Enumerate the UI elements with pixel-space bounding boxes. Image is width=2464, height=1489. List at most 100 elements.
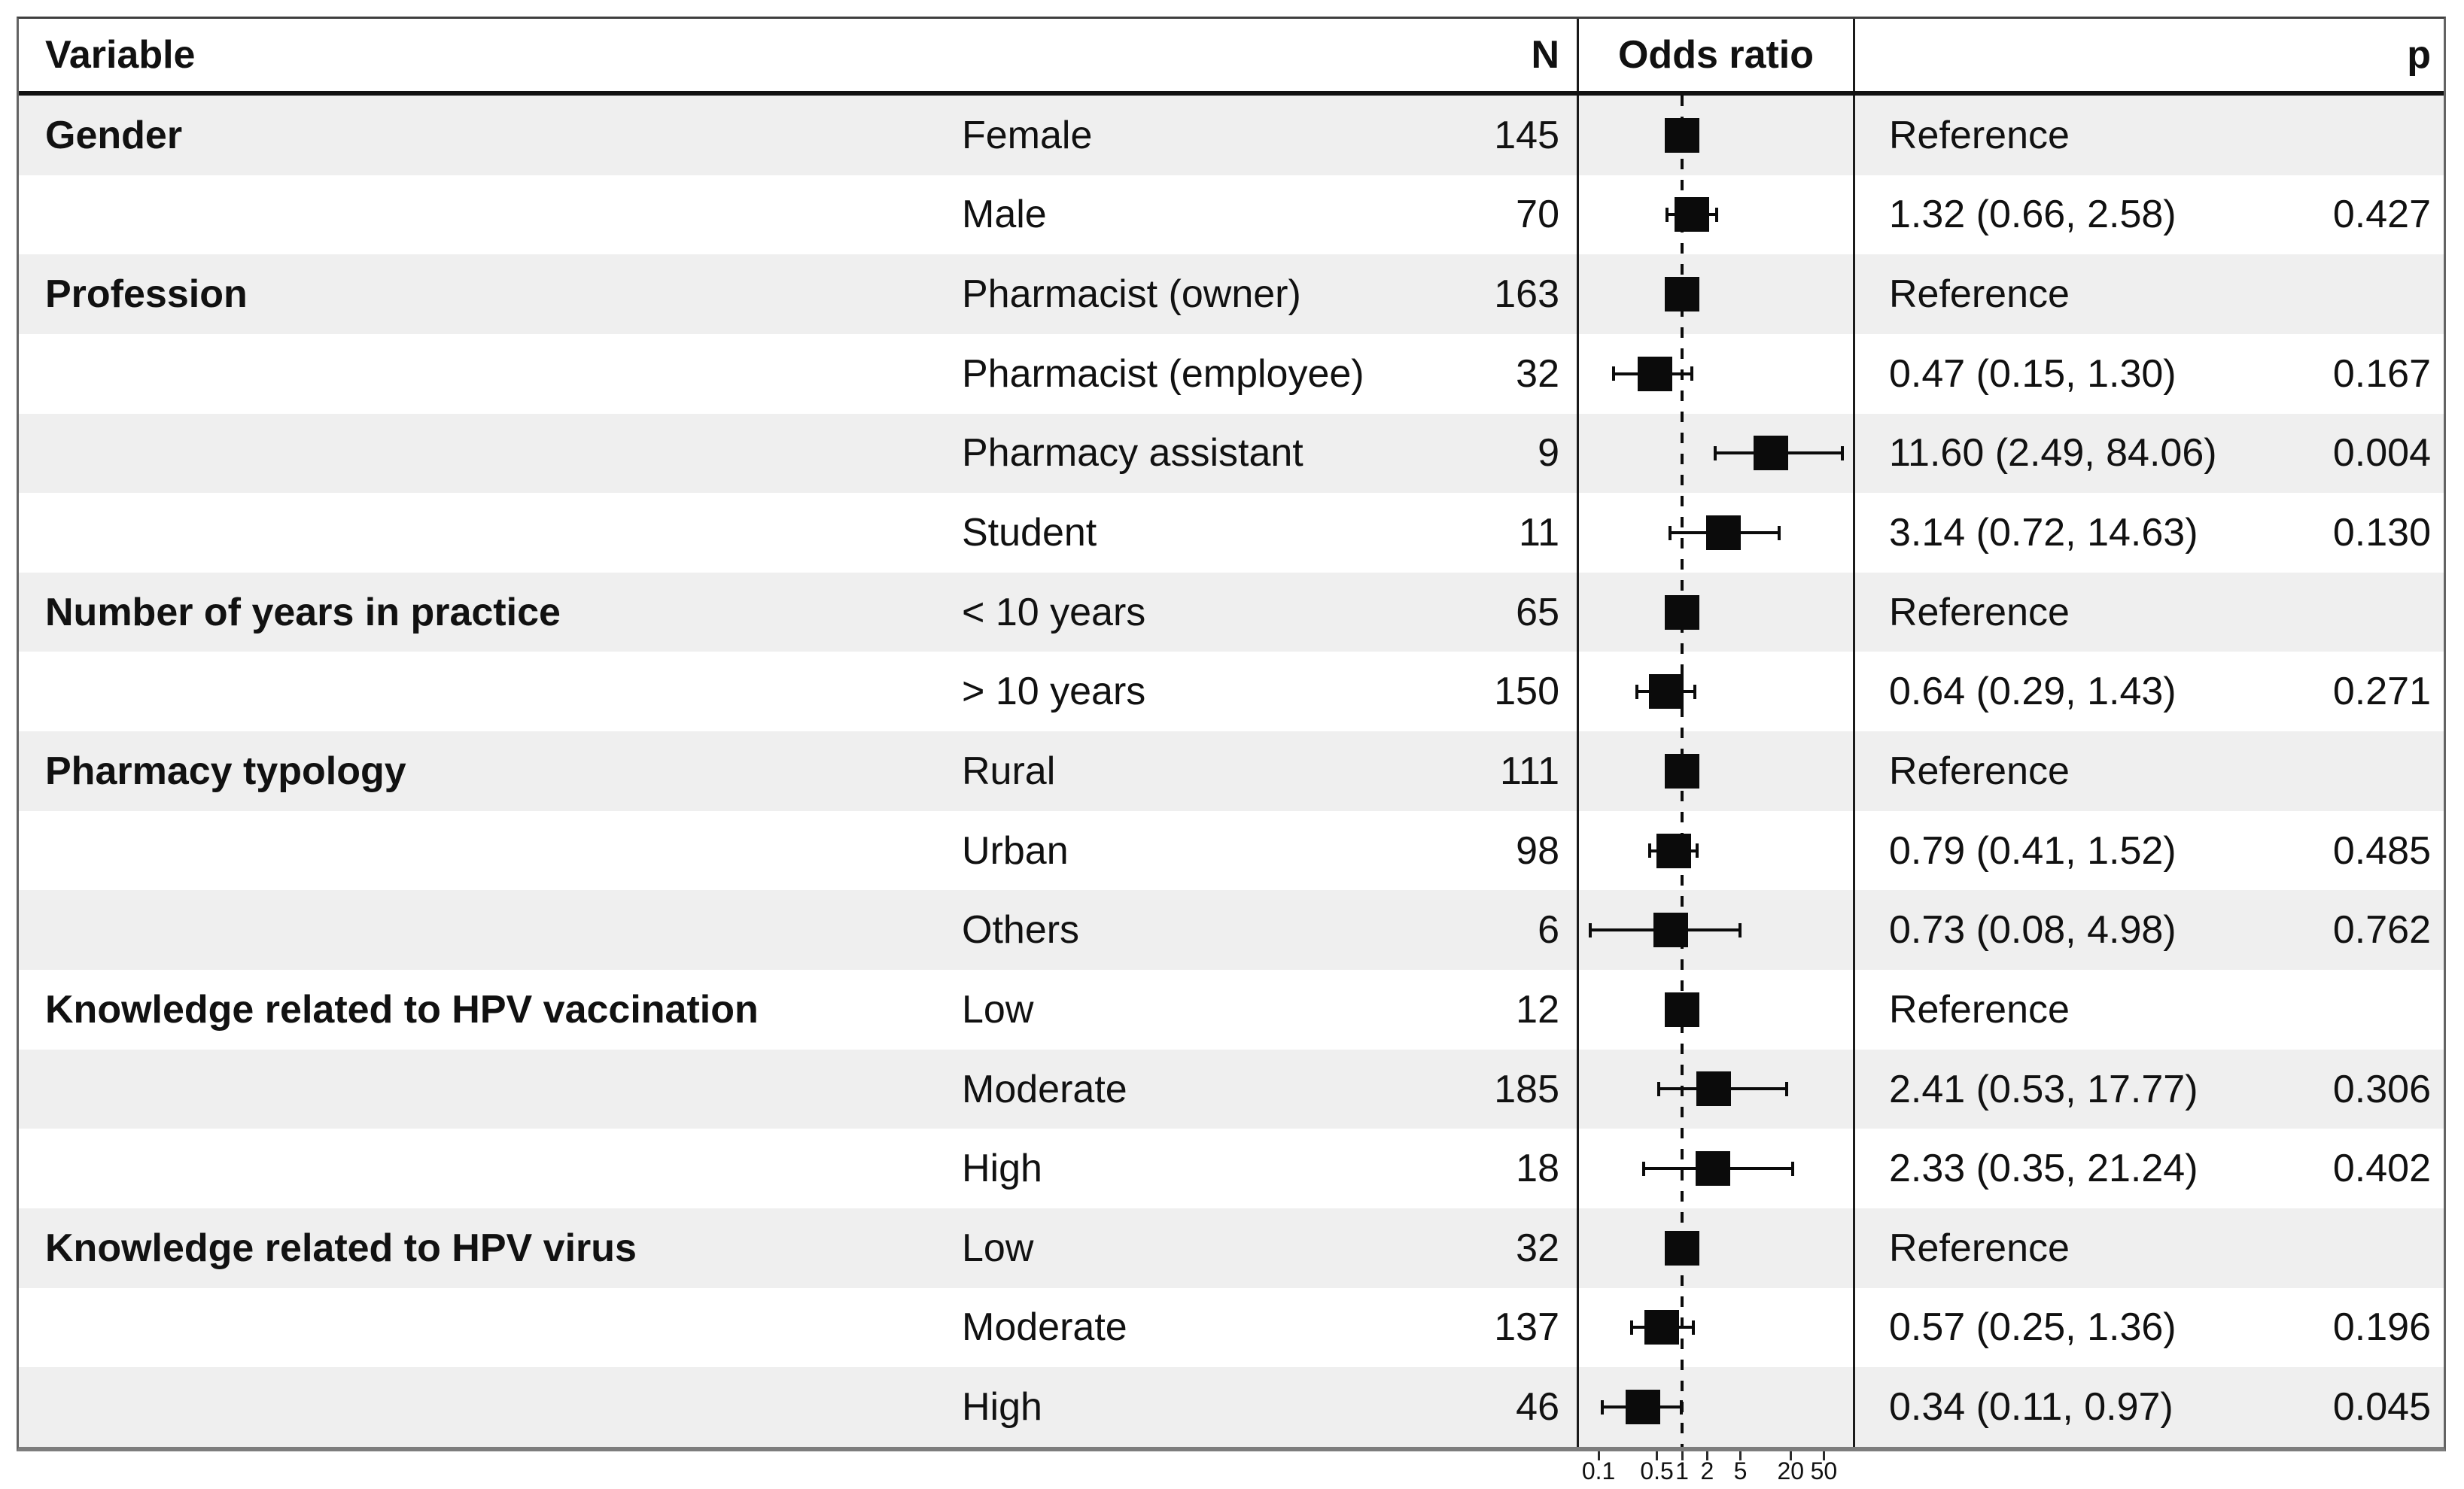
table-row: Others 6 0.73 (0.08, 4.98) 0.762: [19, 890, 2444, 971]
cell-estimate: 0.34 (0.11, 0.97): [1889, 1385, 2173, 1430]
ci-cap-left: [1669, 525, 1672, 540]
cell-or-plot: [1577, 493, 1855, 573]
axis-tick-label: 1: [1675, 1457, 1689, 1484]
cell-n: 65: [1516, 590, 1559, 634]
table-row: Urban 98 0.79 (0.41, 1.52) 0.485: [19, 810, 2444, 891]
cell-n: 46: [1516, 1385, 1559, 1430]
cell-n: 6: [1538, 908, 1559, 953]
cell-variable: Gender: [45, 113, 183, 157]
cell-or-plot: [1577, 890, 1855, 971]
ci-cap-right: [1841, 445, 1845, 460]
cell-estimate: Reference: [1889, 749, 2070, 793]
table-row: > 10 years 150 0.64 (0.29, 1.43) 0.271: [19, 652, 2444, 732]
cell-p-value: 0.271: [2332, 670, 2431, 714]
cell-n: 98: [1516, 828, 1559, 873]
cell-variable: Knowledge related to HPV virus: [45, 1226, 637, 1270]
cell-n: 32: [1516, 1226, 1559, 1270]
cell-n: 150: [1494, 670, 1559, 714]
table-row: High 18 2.33 (0.35, 21.24) 0.402: [19, 1129, 2444, 1208]
cell-variable: [45, 1367, 933, 1447]
ci-cap-right: [1778, 525, 1781, 540]
axis-tick-label: 0.5: [1640, 1457, 1674, 1484]
cell-or-plot: [1577, 970, 1855, 1050]
cell-level: Others: [962, 908, 1080, 953]
cell-level: Female: [962, 113, 1093, 157]
cell-estimate: 2.33 (0.35, 21.24): [1889, 1147, 2198, 1191]
or-square-marker: [1626, 1390, 1661, 1425]
axis-tick: [1597, 1451, 1600, 1460]
table-row: High 46 0.34 (0.11, 0.97) 0.045: [19, 1367, 2444, 1447]
col-header-p: p: [2407, 33, 2431, 77]
cell-or-plot: [1577, 96, 1855, 175]
cell-p-value: 0.167: [2332, 351, 2431, 396]
cell-variable: [45, 1129, 933, 1208]
cell-n: 70: [1516, 193, 1559, 237]
cell-n: 11: [1519, 511, 1559, 555]
cell-or-plot: [1577, 810, 1855, 891]
cell-variable: Number of years in practice: [45, 590, 561, 634]
cell-p-value: 0.306: [2332, 1067, 2431, 1111]
ci-cap-left: [1648, 843, 1652, 858]
ci-cap-left: [1611, 366, 1615, 381]
or-square-marker: [1656, 833, 1691, 868]
cell-estimate: 3.14 (0.72, 14.63): [1889, 511, 2198, 555]
table-row: Moderate 137 0.57 (0.25, 1.36) 0.196: [19, 1287, 2444, 1368]
cell-estimate: 0.47 (0.15, 1.30): [1889, 351, 2177, 396]
cell-estimate: Reference: [1889, 1226, 2070, 1270]
cell-variable: [45, 890, 933, 970]
cell-level: Low: [962, 1226, 1034, 1270]
cell-n: 9: [1538, 431, 1559, 476]
cell-n: 111: [1499, 749, 1559, 793]
table-body: Gender Female 145 Reference Male 70 1.32 (0.66…: [19, 96, 2444, 1447]
or-square-marker: [1653, 913, 1688, 948]
cell-or-plot: [1577, 1129, 1855, 1208]
or-square-marker: [1695, 1151, 1730, 1187]
or-square-marker: [1706, 515, 1742, 550]
cell-n: 137: [1494, 1305, 1559, 1350]
axis-tick: [1822, 1451, 1825, 1460]
cell-variable: [45, 175, 933, 255]
table-row: Male 70 1.32 (0.66, 2.58) 0.427: [19, 175, 2444, 255]
cell-p-value: 0.427: [2332, 193, 2431, 237]
cell-variable: [45, 811, 933, 891]
cell-variable: Pharmacy typology: [45, 749, 406, 793]
cell-p-value: 0.004: [2332, 431, 2431, 476]
or-square-marker: [1754, 436, 1789, 471]
cell-estimate: Reference: [1889, 272, 2070, 317]
cell-variable: Profession: [45, 272, 248, 317]
axis-tick: [1656, 1451, 1659, 1460]
table-row: Number of years in practice < 10 years 65 R…: [19, 572, 2444, 652]
cell-p-value: [2265, 96, 2431, 175]
cell-variable: [45, 493, 933, 573]
cell-variable: [45, 414, 933, 494]
ci-cap-right: [1691, 1320, 1695, 1335]
cell-n: 163: [1494, 272, 1559, 317]
or-square-marker: [1675, 197, 1710, 232]
col-header-n: N: [1531, 33, 1559, 77]
cell-or-plot: [1577, 1049, 1855, 1129]
cell-p-value: [2265, 731, 2431, 811]
cell-level: Moderate: [962, 1067, 1127, 1111]
or-square-marker: [1665, 992, 1699, 1027]
cell-or-plot: [1577, 254, 1855, 334]
axis-tick: [1705, 1451, 1708, 1460]
cell-variable: [45, 334, 933, 414]
axis-tick: [1681, 1451, 1684, 1460]
cell-level: Pharmacist (employee): [962, 351, 1364, 396]
or-square-marker: [1696, 1071, 1732, 1107]
table-row: Pharmacist (employee) 32 0.47 (0.15, 1.30)…: [19, 333, 2444, 414]
cell-p-value: 0.130: [2332, 511, 2431, 555]
cell-n: 12: [1516, 987, 1559, 1032]
axis-tick: [1739, 1451, 1742, 1460]
table-row: Profession Pharmacist (owner) 163 Reference: [19, 254, 2444, 334]
cell-estimate: 0.64 (0.29, 1.43): [1889, 670, 2177, 714]
ci-cap-left: [1657, 1081, 1661, 1096]
cell-variable: [45, 652, 933, 731]
ci-cap-left: [1665, 207, 1669, 222]
ci-cap-right: [1784, 1081, 1788, 1096]
cell-n: 32: [1516, 351, 1559, 396]
axis-tick-label: 0.1: [1581, 1457, 1616, 1484]
ci-cap-left: [1635, 684, 1639, 699]
cell-or-plot: [1577, 333, 1855, 414]
